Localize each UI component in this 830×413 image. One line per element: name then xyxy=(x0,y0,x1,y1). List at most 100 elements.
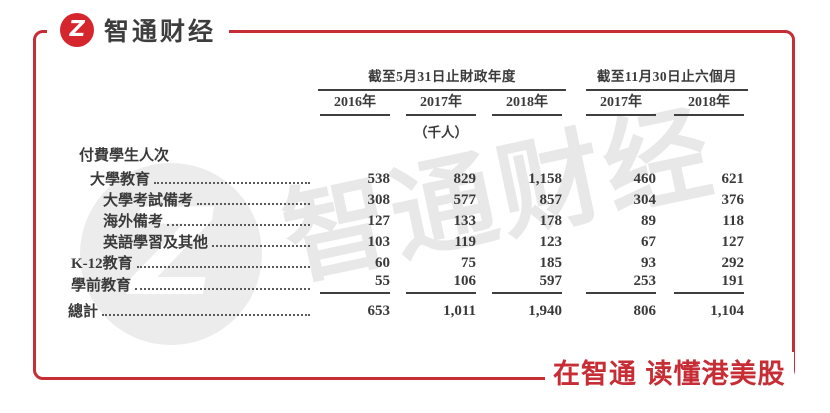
value: 119 xyxy=(454,234,476,250)
year-header-2017-interim: 2017年 xyxy=(586,91,656,116)
spacer-cell xyxy=(566,251,586,272)
table-row: 海外備考 127 133 178 89 118 xyxy=(62,209,748,230)
spacer-cell xyxy=(566,116,586,142)
year-header-row: 2016年 2017年 2018年 2017年 2018年 xyxy=(62,90,748,116)
row-label: K-12教育 xyxy=(71,255,133,272)
group-header-row: 截至5月31日止財政年度 截至11月30日止六個月 xyxy=(62,60,748,91)
value-cell: 67 xyxy=(586,230,660,251)
unit-note-row: （千人） xyxy=(62,116,748,142)
spacer-cell xyxy=(566,60,586,90)
year-header-2018-interim: 2018年 xyxy=(674,91,744,116)
value-cell: 119 xyxy=(394,230,480,251)
value: 133 xyxy=(453,213,477,229)
spacer-cell xyxy=(586,116,660,142)
value-cell: 75 xyxy=(394,251,480,272)
dot-leader xyxy=(135,288,310,290)
value-cell: 123 xyxy=(480,230,566,251)
value: 829 xyxy=(453,171,477,187)
value-cell: 191 xyxy=(660,272,748,294)
value-cell: 178 xyxy=(480,209,566,230)
row-label-cell: 學前教育 xyxy=(62,272,318,294)
value: 857 xyxy=(539,192,563,208)
value: 292 xyxy=(721,255,745,271)
value-cell: 538 xyxy=(318,167,394,188)
year-header-2017: 2017年 xyxy=(406,91,476,116)
total-value-cell: 806 xyxy=(586,294,660,323)
spacer-cell xyxy=(566,90,586,116)
value-cell: 829 xyxy=(394,167,480,188)
value: 538 xyxy=(367,171,391,187)
spacer-cell xyxy=(62,60,318,90)
red-frame-border xyxy=(33,30,795,380)
year-header-2016: 2016年 xyxy=(320,91,390,116)
spacer-cell xyxy=(566,294,586,323)
row-label: 學前教育 xyxy=(71,277,132,294)
value-cell: 106 xyxy=(394,272,480,294)
value: 55 xyxy=(320,272,390,294)
value-cell: 185 xyxy=(480,251,566,272)
value-cell: 292 xyxy=(660,251,748,272)
spacer-cell xyxy=(566,230,586,251)
total-value-cell: 1,011 xyxy=(394,294,480,323)
total-value: 1,011 xyxy=(443,303,476,319)
value-cell: 304 xyxy=(586,188,660,209)
value: 118 xyxy=(722,213,744,229)
value: 376 xyxy=(721,192,745,208)
brand-slogan: 在智通 读懂港美股 xyxy=(545,352,794,391)
value-cell: 118 xyxy=(660,209,748,230)
logo-z-glyph: Z xyxy=(67,17,87,42)
value-cell: 133 xyxy=(394,209,480,230)
value-cell: 376 xyxy=(660,188,748,209)
year-header-cell: 2017年 xyxy=(394,90,480,116)
value: 89 xyxy=(641,213,656,229)
group-header-six-months: 截至11月30日止六個月 xyxy=(586,60,748,91)
value-cell: 93 xyxy=(586,251,660,272)
spacer-cell xyxy=(566,209,586,230)
value: 93 xyxy=(641,255,656,271)
value: 253 xyxy=(586,272,656,294)
dot-leader xyxy=(136,266,310,268)
value: 1,158 xyxy=(528,171,562,187)
value-cell: 89 xyxy=(586,209,660,230)
spacer-cell xyxy=(318,116,394,142)
group-header-fiscal-year: 截至5月31日止財政年度 xyxy=(318,60,566,91)
row-label: 大學教育 xyxy=(90,171,151,188)
value-cell: 55 xyxy=(318,272,394,294)
spacer-cell xyxy=(566,167,586,188)
row-label: 海外備考 xyxy=(103,213,164,230)
year-header-2018: 2018年 xyxy=(492,91,562,116)
value-cell: 103 xyxy=(318,230,394,251)
dot-leader xyxy=(167,224,310,226)
value-cell: 857 xyxy=(480,188,566,209)
paying-students-table: 截至5月31日止財政年度 截至11月30日止六個月 2016年 2017年 20… xyxy=(62,60,748,323)
row-label: 英語學習及其他 xyxy=(103,234,209,251)
table-row: 大學教育 538 829 1,158 460 621 xyxy=(62,167,748,188)
value: 127 xyxy=(721,234,745,250)
unit-note-cell: （千人） xyxy=(394,116,480,142)
value-cell: 60 xyxy=(318,251,394,272)
dot-leader xyxy=(154,182,310,184)
spacer-cell xyxy=(62,116,318,142)
value-cell: 127 xyxy=(660,230,748,251)
total-value: 806 xyxy=(633,303,657,319)
spacer-cell xyxy=(62,90,318,116)
spacer-cell xyxy=(566,188,586,209)
value: 597 xyxy=(492,272,562,294)
section-title: 付費學生人次 xyxy=(79,148,170,164)
table-row: 大學考試備考 308 577 857 304 376 xyxy=(62,188,748,209)
year-header-cell: 2018年 xyxy=(660,90,748,116)
row-label: 大學考試備考 xyxy=(103,192,194,209)
dot-leader xyxy=(197,203,310,205)
total-value: 1,104 xyxy=(710,303,744,319)
year-header-cell: 2018年 xyxy=(480,90,566,116)
value: 304 xyxy=(633,192,657,208)
unit-note: （千人） xyxy=(414,125,468,140)
row-label-cell: 海外備考 xyxy=(62,209,318,230)
value-cell: 308 xyxy=(318,188,394,209)
spacer-cell xyxy=(480,116,566,142)
value: 185 xyxy=(539,255,563,271)
row-label-cell: 總計 xyxy=(62,294,318,323)
row-label-cell: 大學教育 xyxy=(62,167,318,188)
value: 127 xyxy=(367,213,391,229)
